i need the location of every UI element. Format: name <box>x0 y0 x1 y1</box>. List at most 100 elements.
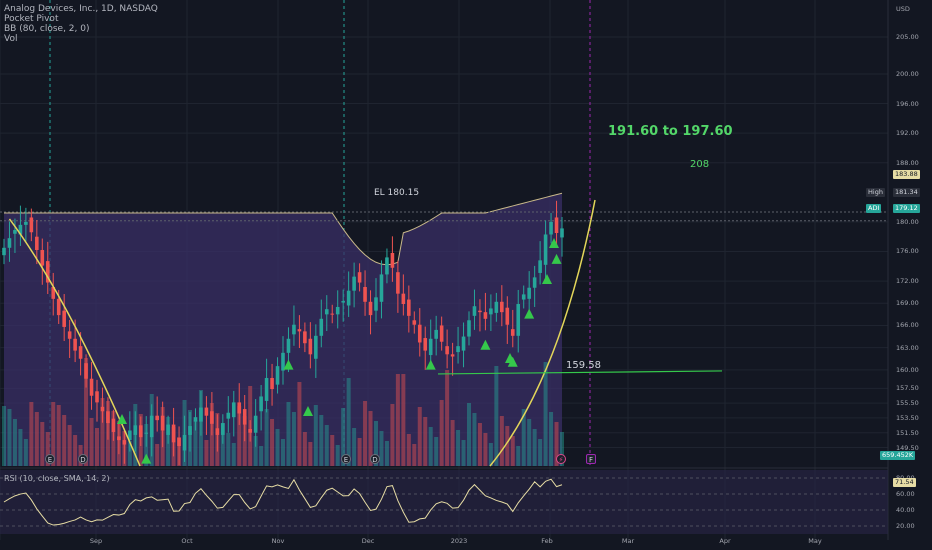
candle-body <box>374 297 378 311</box>
candle-body <box>428 338 433 356</box>
volume-bar <box>264 409 269 466</box>
price-tick: 188.00 <box>896 158 919 167</box>
volume-bar <box>532 429 537 466</box>
volume-bar <box>23 439 28 466</box>
volume-bar <box>237 406 242 466</box>
support-annotation: 159.58 <box>566 360 601 371</box>
volume-bar <box>483 433 488 466</box>
price-tick: 151.50 <box>896 428 919 437</box>
event-marker-D[interactable]: D <box>370 454 380 464</box>
symbol-title: Analog Devices, Inc., 1D, NASDAQ <box>4 4 158 14</box>
candle-body <box>478 310 482 313</box>
time-label: 2023 <box>450 537 468 545</box>
candle-body <box>494 301 499 313</box>
rsi-label[interactable]: RSI (10, close, SMA, 14, 2) <box>4 474 110 483</box>
event-marker-E[interactable]: E <box>341 454 351 464</box>
indicator-volume[interactable]: Vol <box>4 34 18 44</box>
high-value-badge: 181.34 <box>893 188 920 197</box>
candle-body <box>160 415 165 431</box>
candle-body <box>532 277 537 288</box>
rsi-tick: 20.00 <box>896 522 915 530</box>
volume-bar <box>253 436 258 466</box>
time-label: Apr <box>719 537 731 545</box>
candle-body <box>560 228 564 238</box>
candle-body <box>13 230 17 234</box>
volume-bar <box>379 431 384 466</box>
event-marker-E[interactable]: E <box>45 454 55 464</box>
candle-body <box>538 260 542 273</box>
event-marker-F[interactable]: F <box>586 454 596 464</box>
volume-bar <box>384 441 389 466</box>
candle-body <box>100 406 105 412</box>
volume-bar <box>505 426 510 466</box>
volume-bar <box>155 444 160 466</box>
volume-bar <box>521 409 526 466</box>
volume-bar <box>428 427 433 466</box>
candle-body <box>275 366 280 385</box>
candle-body <box>177 437 181 447</box>
candle-body <box>319 318 324 336</box>
currency-label: USD <box>896 5 910 13</box>
candle-body <box>226 412 231 419</box>
candle-body <box>95 391 99 403</box>
candle-body <box>144 432 149 434</box>
volume-bar <box>341 408 346 466</box>
volume-bar <box>357 438 362 466</box>
volume-bar <box>456 430 461 466</box>
candle-body <box>434 329 438 339</box>
volume-bar <box>494 366 499 466</box>
pocket-pivot-marker <box>480 339 491 350</box>
candle-body <box>106 411 110 424</box>
target-range-annotation: 191.60 to 197.60 <box>608 124 733 139</box>
candle-body <box>341 301 345 303</box>
candle-body <box>155 415 159 421</box>
candle-body <box>67 331 72 339</box>
candle-body <box>62 310 66 327</box>
volume-bar <box>401 374 406 466</box>
candle-body <box>412 320 417 325</box>
event-marker-split[interactable]: ⚡ <box>556 454 566 464</box>
candle-body <box>489 308 493 315</box>
volume-bar <box>423 417 428 466</box>
candle-body <box>467 320 471 337</box>
price-tick: 200.00 <box>896 69 919 78</box>
time-label: May <box>808 537 822 545</box>
candle-body <box>210 411 214 424</box>
indicator-pocket-pivot[interactable]: Pocket Pivot <box>4 14 59 24</box>
candle-body <box>472 306 477 316</box>
candle-body <box>390 252 395 268</box>
price-tick: 160.00 <box>896 365 919 374</box>
volume-bar <box>95 428 99 466</box>
price-tick: 176.00 <box>896 247 919 256</box>
candle-body <box>199 407 203 422</box>
candle-body <box>117 436 121 441</box>
volume-bar <box>363 401 368 466</box>
volume-bar <box>297 382 302 466</box>
volume-bar <box>275 429 280 466</box>
candle-body <box>286 338 291 353</box>
high-label-badge: High <box>866 188 885 197</box>
candle-body <box>149 415 154 438</box>
candle-body <box>516 304 521 336</box>
volume-bar <box>127 441 132 466</box>
candle-body <box>456 346 460 353</box>
candle-body <box>352 276 356 291</box>
pocket-pivot-marker <box>283 359 294 370</box>
cup-left-trendline <box>8 218 141 467</box>
candle-body <box>423 338 428 351</box>
pocket-pivot-marker <box>505 353 515 363</box>
candle-body <box>505 307 510 325</box>
candle-body <box>51 286 56 299</box>
indicator-bollinger[interactable]: BB (80, close, 2, 0) <box>4 24 90 34</box>
volume-bar <box>527 419 532 466</box>
candle-body <box>128 430 132 441</box>
volume-bar <box>89 418 94 466</box>
volume-bar <box>56 405 61 466</box>
volume-bar <box>461 440 466 466</box>
volume-bar <box>335 445 340 466</box>
candle-body <box>182 434 187 451</box>
volume-bar <box>291 412 296 466</box>
event-marker-D[interactable]: D <box>78 454 88 464</box>
candle-body <box>138 425 143 438</box>
